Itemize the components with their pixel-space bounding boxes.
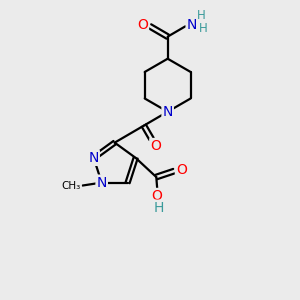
Text: H: H xyxy=(199,22,208,35)
Text: N: N xyxy=(88,151,99,165)
Text: CH₃: CH₃ xyxy=(62,181,81,190)
Text: H: H xyxy=(154,201,164,215)
Text: O: O xyxy=(176,163,187,177)
Text: N: N xyxy=(163,105,173,119)
Text: N: N xyxy=(187,18,197,32)
Text: N: N xyxy=(97,176,107,190)
Text: O: O xyxy=(150,139,161,153)
Text: H: H xyxy=(197,9,206,22)
Text: O: O xyxy=(152,189,163,203)
Text: O: O xyxy=(137,18,148,32)
